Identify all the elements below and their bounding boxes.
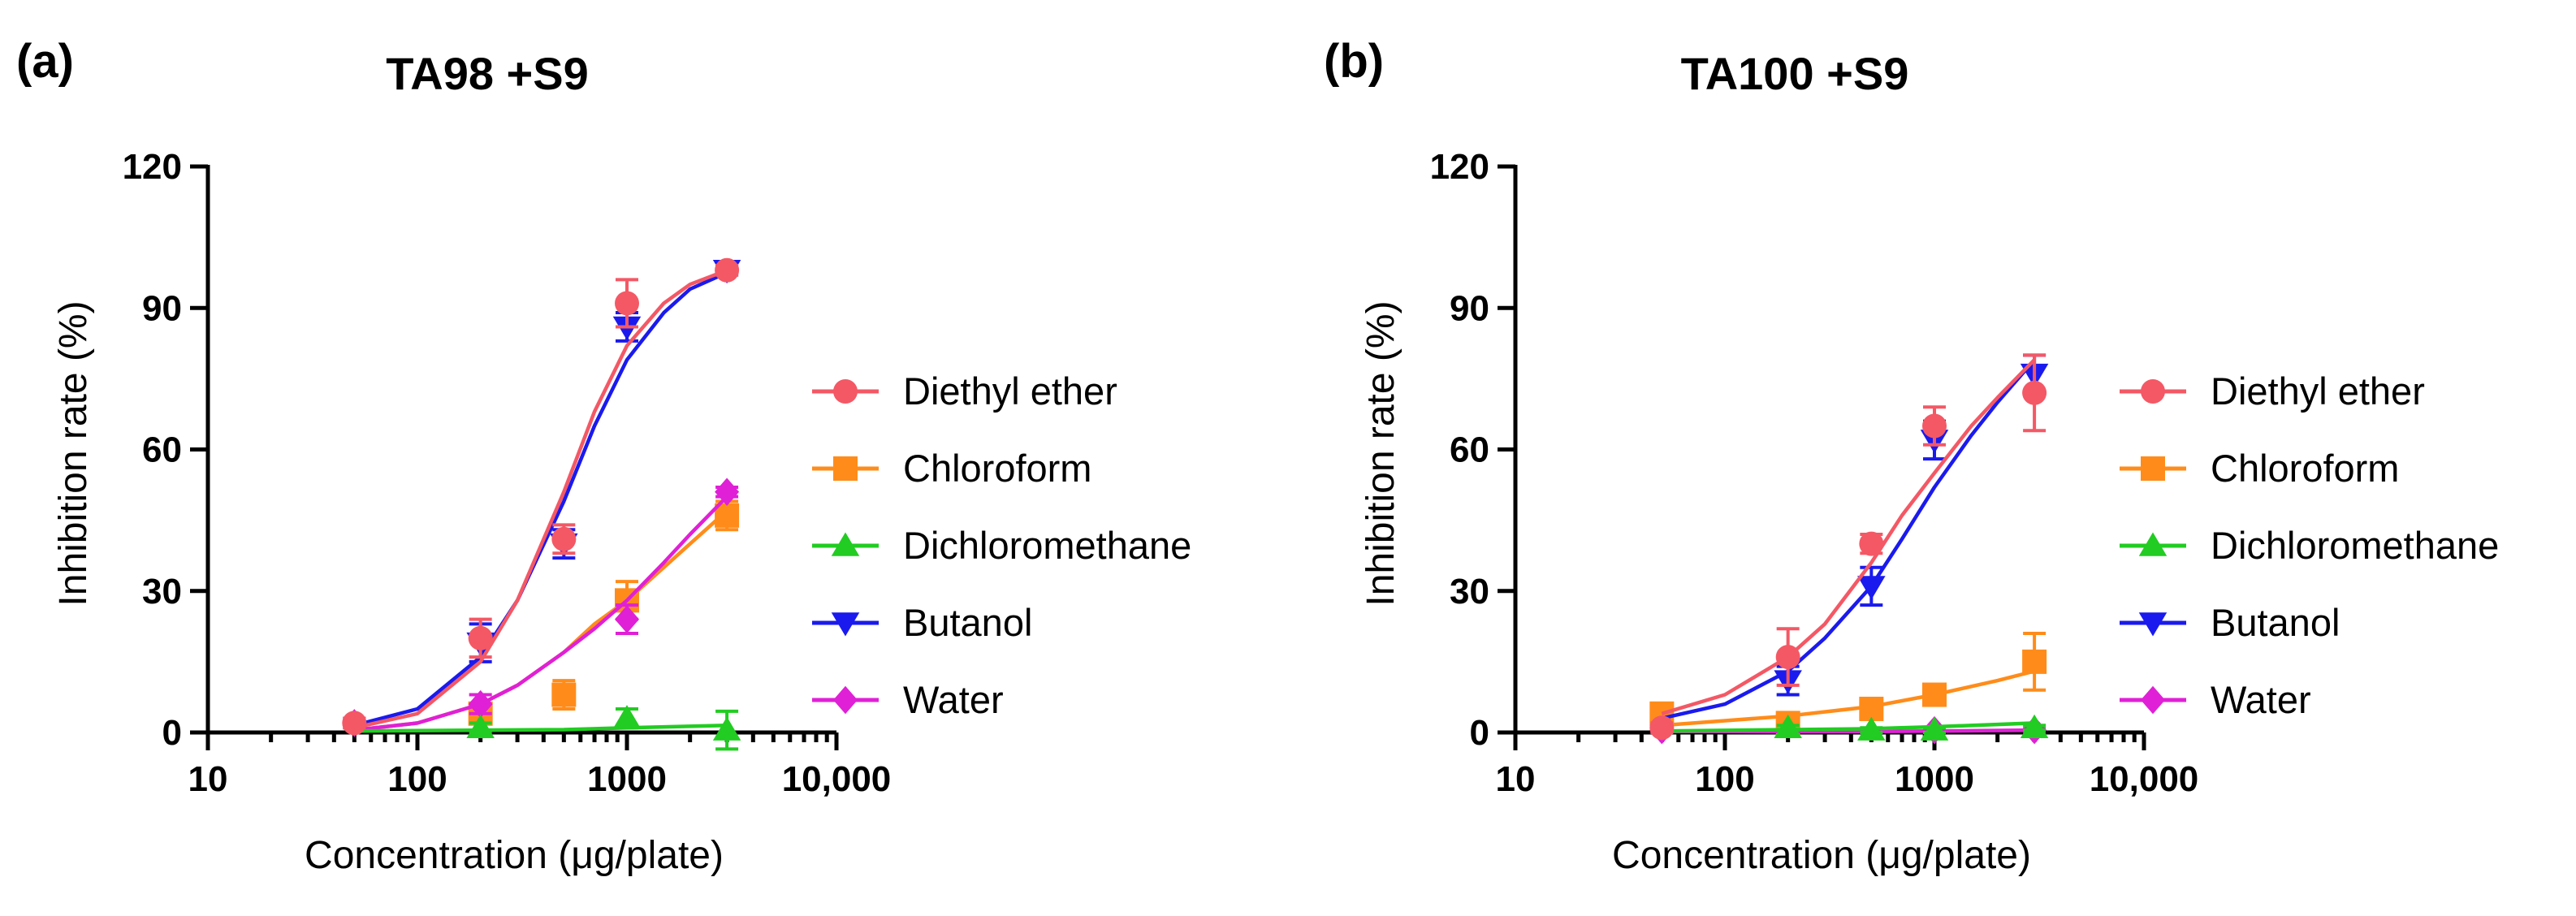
legend-marker bbox=[2141, 379, 2165, 404]
x-tick-label: 10,000 bbox=[782, 759, 892, 799]
legend-label: Chloroform bbox=[2211, 447, 2399, 490]
series-diethyl-ether bbox=[342, 257, 740, 736]
data-point bbox=[468, 625, 493, 650]
data-point bbox=[715, 257, 740, 283]
y-tick-label: 60 bbox=[142, 430, 182, 470]
fit-curve bbox=[354, 724, 728, 733]
chart-title: TA100 +S9 bbox=[1681, 48, 1909, 99]
fit-curve bbox=[1661, 358, 2036, 715]
series-water bbox=[342, 477, 740, 737]
data-point bbox=[615, 605, 639, 633]
series-diethyl-ether bbox=[1649, 353, 2047, 741]
legend-label: Water bbox=[903, 678, 1004, 721]
data-point bbox=[2022, 649, 2047, 674]
y-tick-label: 0 bbox=[162, 713, 182, 753]
y-tick-label: 90 bbox=[1450, 288, 1489, 328]
legend-marker bbox=[2141, 685, 2165, 715]
panel-label: (b) bbox=[1324, 35, 1384, 88]
legend-label: Dichloromethane bbox=[903, 524, 1191, 567]
data-point bbox=[715, 477, 740, 507]
data-point bbox=[1857, 716, 1886, 741]
panel-b: (b) TA100 +S9 0 30 60 90 120 10 100 1000 10,000 Con… bbox=[1324, 35, 2499, 877]
x-axis-title: Concentration (μg/plate) bbox=[1612, 834, 2031, 877]
axes bbox=[1513, 165, 2144, 735]
data-point bbox=[1774, 714, 1802, 738]
legend-marker bbox=[831, 532, 860, 556]
legend: Diethyl ether Chloroform Dichloromethane Bu… bbox=[2120, 369, 2499, 721]
x-tick-label: 100 bbox=[1695, 759, 1754, 799]
legend-label: Butanol bbox=[903, 601, 1032, 644]
legend-label: Diethyl ether bbox=[2211, 369, 2425, 413]
x-tick-label: 10 bbox=[188, 759, 228, 799]
data-point bbox=[1859, 531, 1884, 556]
series-butanol bbox=[353, 260, 741, 728]
data-point bbox=[612, 705, 642, 729]
data-point bbox=[712, 716, 741, 741]
legend-marker bbox=[833, 379, 858, 404]
x-axis-title: Concentration (μg/plate) bbox=[305, 834, 724, 877]
data-point bbox=[551, 526, 577, 551]
legend: Diethyl ether Chloroform Dichloromethane Bu… bbox=[812, 369, 1191, 721]
data-point bbox=[2022, 380, 2047, 405]
legend-label: Diethyl ether bbox=[903, 369, 1117, 413]
x-tick-label: 10 bbox=[1496, 759, 1536, 799]
y-tick-label: 0 bbox=[1470, 713, 1489, 753]
legend-label: Chloroform bbox=[903, 447, 1091, 490]
data-point bbox=[615, 291, 639, 316]
data-point bbox=[1857, 576, 1886, 600]
fit-curve bbox=[354, 495, 728, 732]
data-point bbox=[466, 714, 495, 738]
legend-label: Dichloromethane bbox=[2211, 524, 2499, 567]
data-point bbox=[551, 682, 577, 707]
x-tick-label: 10,000 bbox=[2090, 759, 2199, 799]
legend-marker bbox=[833, 456, 858, 481]
y-tick-label: 30 bbox=[1450, 572, 1489, 611]
panel-label: (a) bbox=[16, 35, 74, 88]
data-point bbox=[2020, 714, 2049, 738]
legend-marker bbox=[831, 612, 860, 637]
y-axis-title: Inhibition rate (%) bbox=[1359, 300, 1403, 606]
panel-a: (a) TA98 +S9 0 30 60 90 120 10 100 1000 10,000 Conc… bbox=[16, 35, 1191, 877]
data-point bbox=[1922, 413, 1947, 439]
series-dichloromethane bbox=[1662, 714, 2049, 741]
y-axis-title: Inhibition rate (%) bbox=[52, 300, 95, 606]
y-tick-label: 90 bbox=[142, 288, 182, 328]
y-tick-label: 30 bbox=[142, 572, 182, 611]
data-point bbox=[1649, 715, 1675, 741]
legend-marker bbox=[833, 685, 858, 715]
y-tick-label: 120 bbox=[1430, 147, 1489, 187]
legend-label: Water bbox=[2211, 678, 2311, 721]
fit-curve bbox=[1661, 358, 2036, 720]
y-tick-label: 120 bbox=[123, 147, 182, 187]
legend-marker bbox=[2138, 612, 2168, 637]
series-chloroform bbox=[1649, 632, 2047, 736]
x-tick-label: 1000 bbox=[1895, 759, 1974, 799]
data-point bbox=[1922, 682, 1947, 707]
x-tick-label: 100 bbox=[387, 759, 447, 799]
y-tick-label: 60 bbox=[1450, 430, 1489, 470]
data-point bbox=[468, 689, 493, 719]
series-dichloromethane bbox=[354, 705, 741, 751]
chart-title: TA98 +S9 bbox=[386, 48, 589, 99]
legend-marker bbox=[2141, 456, 2165, 481]
series-butanol bbox=[1661, 353, 2049, 720]
data-point bbox=[1920, 716, 1949, 741]
fit-curve bbox=[353, 270, 728, 728]
data-point bbox=[1775, 645, 1800, 670]
data-point bbox=[342, 711, 367, 736]
axes bbox=[205, 165, 836, 735]
fit-curve bbox=[1662, 721, 2035, 733]
legend-marker bbox=[2138, 532, 2168, 556]
fit-curve bbox=[353, 268, 728, 730]
x-tick-label: 1000 bbox=[587, 759, 667, 799]
legend-label: Butanol bbox=[2211, 601, 2340, 644]
